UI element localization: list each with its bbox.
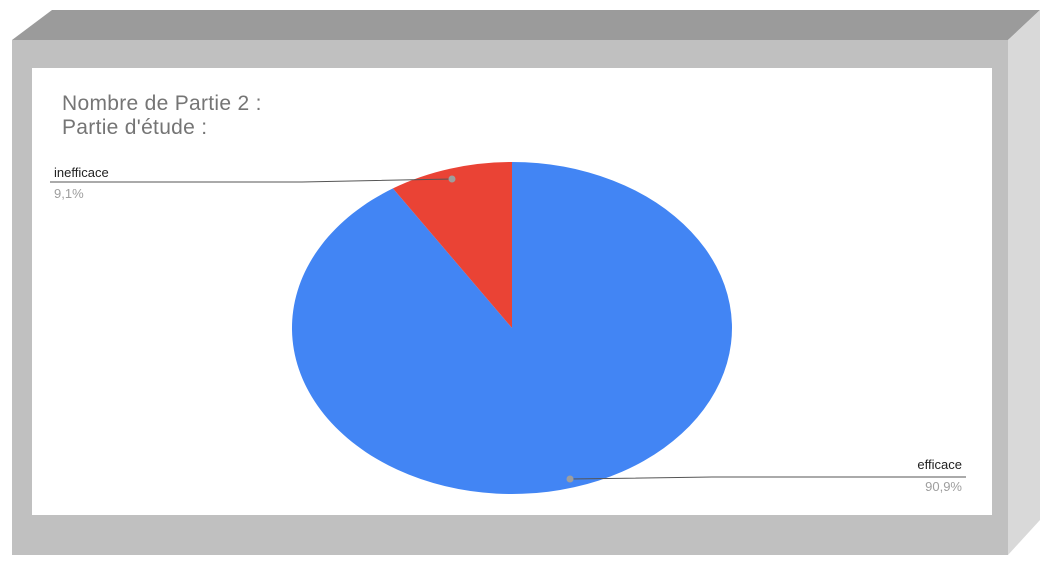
pie-slices <box>291 162 732 494</box>
label-inefficace-group: inefficace 9,1% <box>50 165 456 201</box>
label-efficace-group: efficace 90,9% <box>566 457 966 494</box>
chart-title-line-1: Nombre de Partie 2 : <box>62 92 262 115</box>
pie-chart: inefficace 9,1% efficace 90,9% <box>50 162 966 494</box>
pie-slice-inefficace <box>392 162 512 328</box>
leader-line-efficace <box>569 476 966 480</box>
slice-percent-efficace: 90,9% <box>925 479 962 494</box>
chart-title: Nombre de Partie 2 : Partie d'étude : <box>62 92 262 140</box>
frame-top-edge <box>12 10 1040 40</box>
slice-label-efficace: efficace <box>917 457 962 472</box>
leader-dot-inefficace <box>448 175 456 183</box>
leader-dot-efficace <box>566 475 574 483</box>
slice-percent-inefficace: 9,1% <box>54 186 84 201</box>
chart-card: Nombre de Partie 2 : Partie d'étude : in… <box>32 68 992 515</box>
frame-side-edge <box>1008 10 1040 555</box>
slice-label-inefficace: inefficace <box>54 165 109 180</box>
pie-slice-efficace <box>291 162 732 494</box>
leader-line-inefficace <box>50 178 453 183</box>
chart-title-line-2: Partie d'étude : <box>62 116 208 139</box>
